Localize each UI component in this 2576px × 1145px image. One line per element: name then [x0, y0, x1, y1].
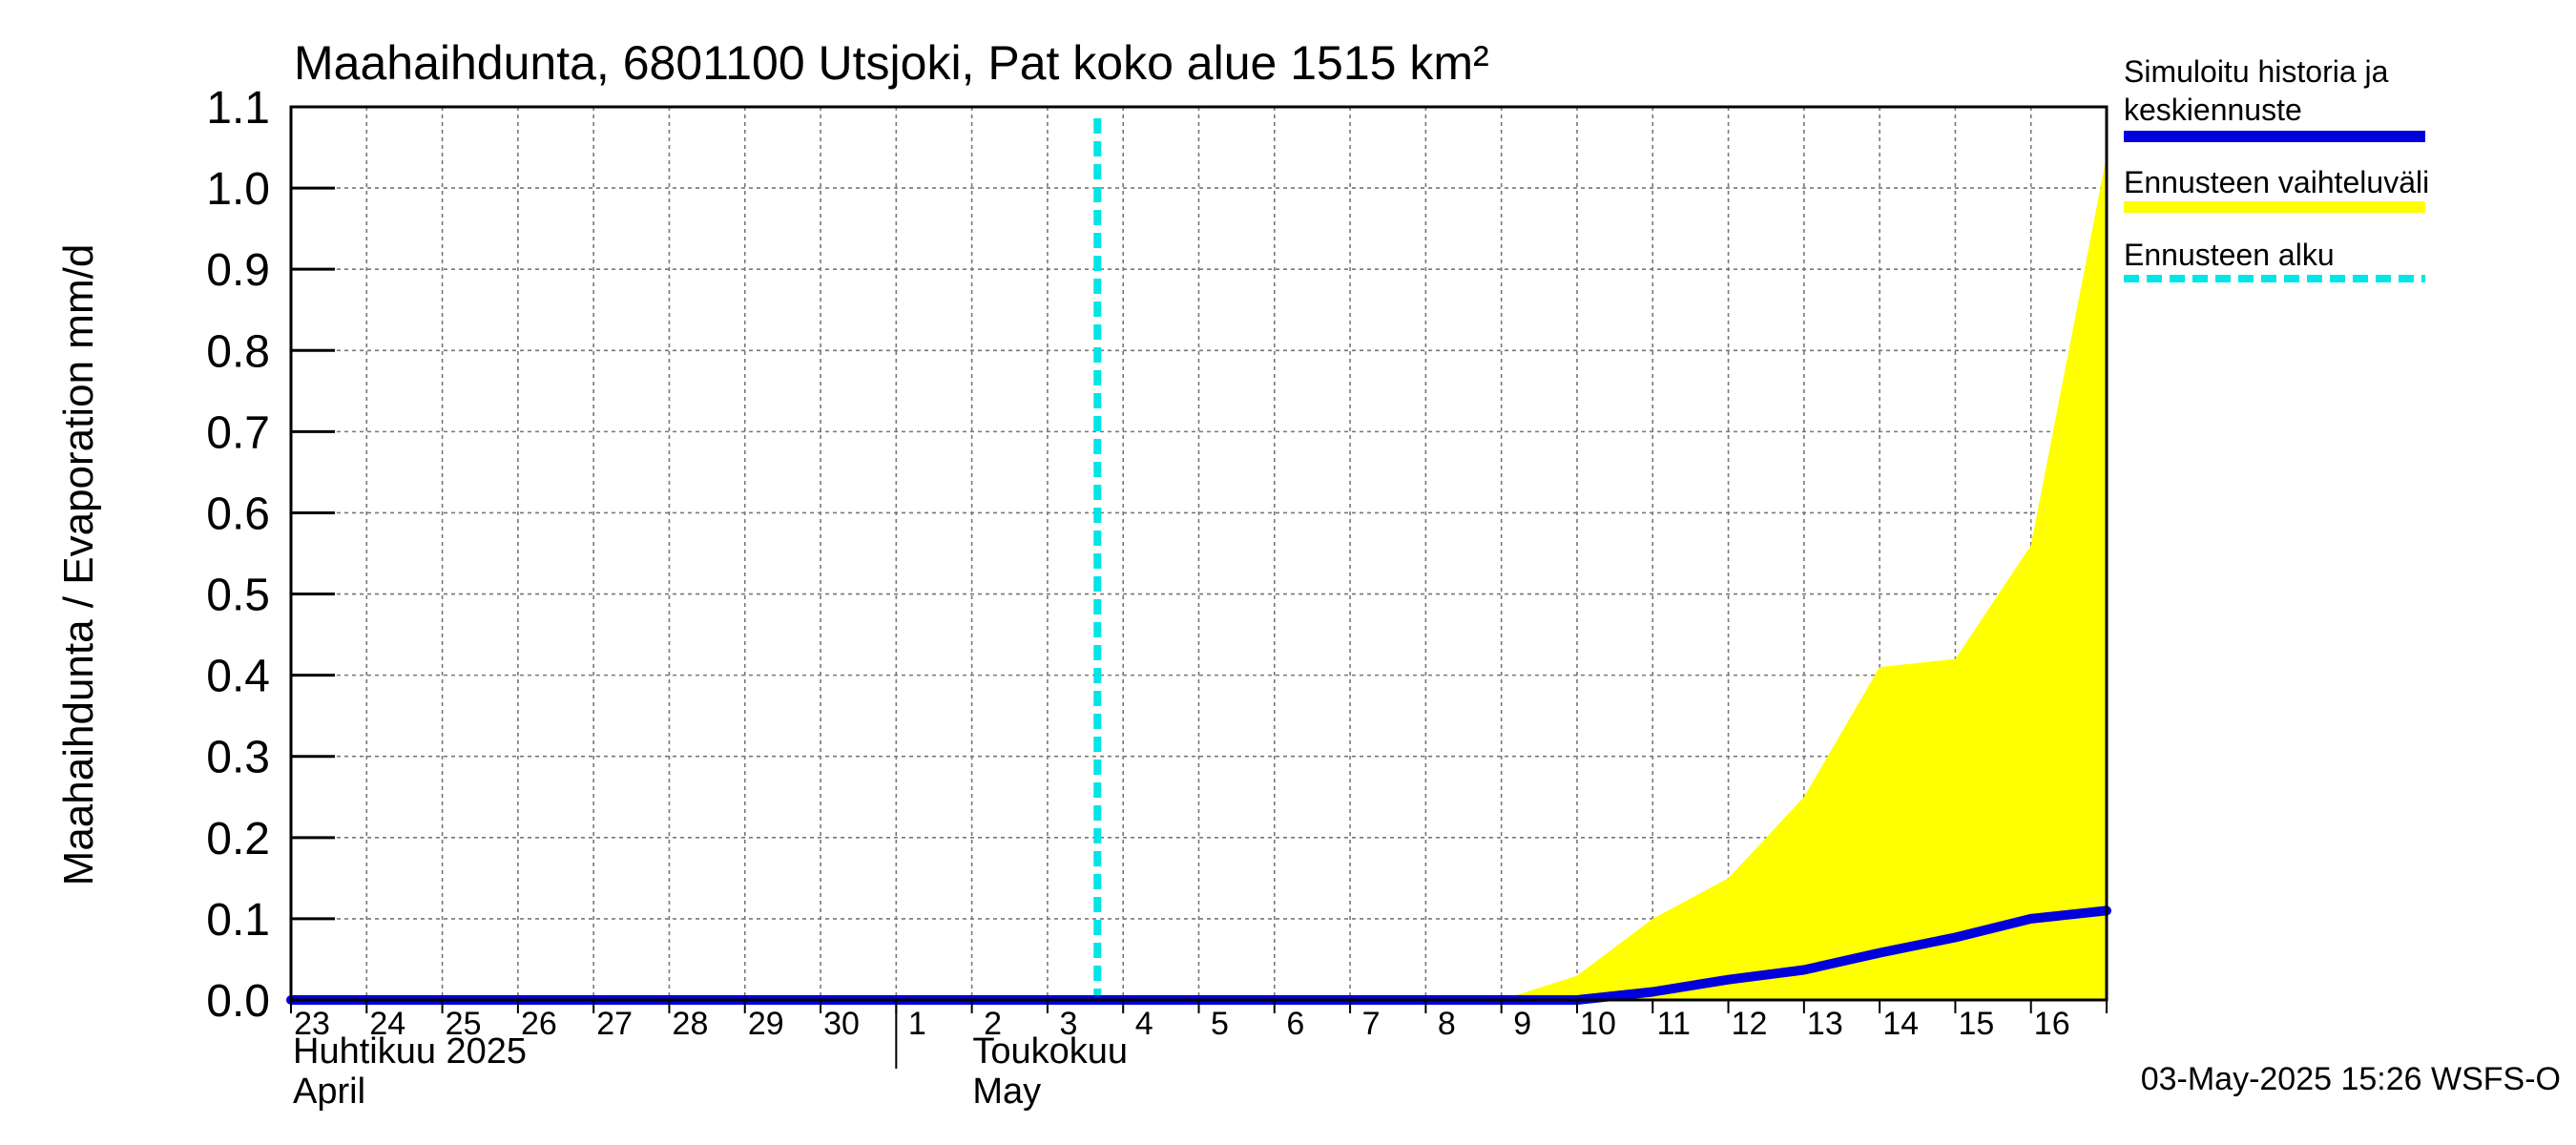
legend-label-line2: keskiennuste — [2124, 93, 2302, 127]
x-tick-label: 2 — [984, 1006, 1002, 1042]
x-tick-label: 29 — [748, 1006, 784, 1042]
x-tick-label: 27 — [596, 1006, 633, 1042]
y-tick-label: 0.7 — [206, 407, 270, 458]
x-tick-label: 6 — [1286, 1006, 1304, 1042]
legend-label: Ennusteen vaihteluväli — [2124, 165, 2429, 199]
x-tick-label: 12 — [1732, 1006, 1768, 1042]
month-label-line2: May — [972, 1072, 1041, 1112]
x-tick-label: 3 — [1059, 1006, 1077, 1042]
x-tick-label: 9 — [1513, 1006, 1531, 1042]
grid-lines — [291, 107, 2107, 1000]
y-axis-label: Maahaihdunta / Evaporation mm/d — [55, 244, 102, 886]
y-tick-label: 0.4 — [206, 652, 270, 702]
timestamp-footer: 03-May-2025 15:26 WSFS-O — [2141, 1061, 2561, 1097]
chart-title: Maahaihdunta, 6801100 Utsjoki, Pat koko … — [294, 36, 1489, 90]
month-label-line2: April — [293, 1072, 365, 1112]
x-tick-label: 30 — [823, 1006, 860, 1042]
x-tick-label: 10 — [1580, 1006, 1616, 1042]
x-tick-label: 16 — [2034, 1006, 2070, 1042]
x-tick-label: 13 — [1807, 1006, 1843, 1042]
x-tick-label: 1 — [908, 1006, 926, 1042]
y-tick-label: 1.0 — [206, 164, 270, 215]
y-tick-label: 0.0 — [206, 976, 270, 1027]
x-tick-label: 25 — [446, 1006, 482, 1042]
y-tick-label: 0.2 — [206, 814, 270, 864]
x-axis-ticks: 23 24 25 26 27 28 29 30 1 2 3 4 5 6 7 8 9 10 11 12 13 14 15 16 — [290, 1000, 2108, 1069]
month-label-line1: Toukokuu — [972, 1031, 1128, 1072]
x-tick-label: 8 — [1438, 1006, 1456, 1042]
forecast-range-band — [1501, 156, 2107, 1001]
y-tick-label: 0.6 — [206, 489, 270, 539]
x-tick-label: 26 — [521, 1006, 557, 1042]
y-tick-label: 0.3 — [206, 733, 270, 783]
x-tick-label: 15 — [1959, 1006, 1995, 1042]
x-tick-label: 5 — [1211, 1006, 1229, 1042]
y-tick-label: 0.1 — [206, 895, 270, 946]
month-label-line1: Huhtikuu 2025 — [293, 1031, 527, 1072]
legend-label: Simuloitu historia ja — [2124, 54, 2389, 89]
y-tick-label: 0.5 — [206, 571, 270, 621]
y-tick-label: 1.1 — [206, 83, 270, 134]
x-tick-label: 23 — [294, 1006, 330, 1042]
legend-label: Ennusteen alku — [2124, 238, 2335, 272]
x-tick-label: 4 — [1135, 1006, 1153, 1042]
y-tick-label: 0.8 — [206, 326, 270, 377]
legend: Simuloitu historia ja keskiennuste Ennuste… — [2124, 54, 2429, 282]
y-tick-label: 0.9 — [206, 245, 270, 296]
x-tick-label: 24 — [369, 1006, 405, 1042]
x-tick-label: 7 — [1362, 1006, 1381, 1042]
x-tick-label: 14 — [1882, 1006, 1919, 1042]
x-tick-label: 28 — [673, 1006, 709, 1042]
y-axis-ticks: 0.0 0.1 0.2 0.3 0.4 0.5 0.6 0.7 0.8 0.9 1.0 1.1 — [206, 83, 335, 1027]
x-tick-label: 11 — [1657, 1006, 1691, 1042]
